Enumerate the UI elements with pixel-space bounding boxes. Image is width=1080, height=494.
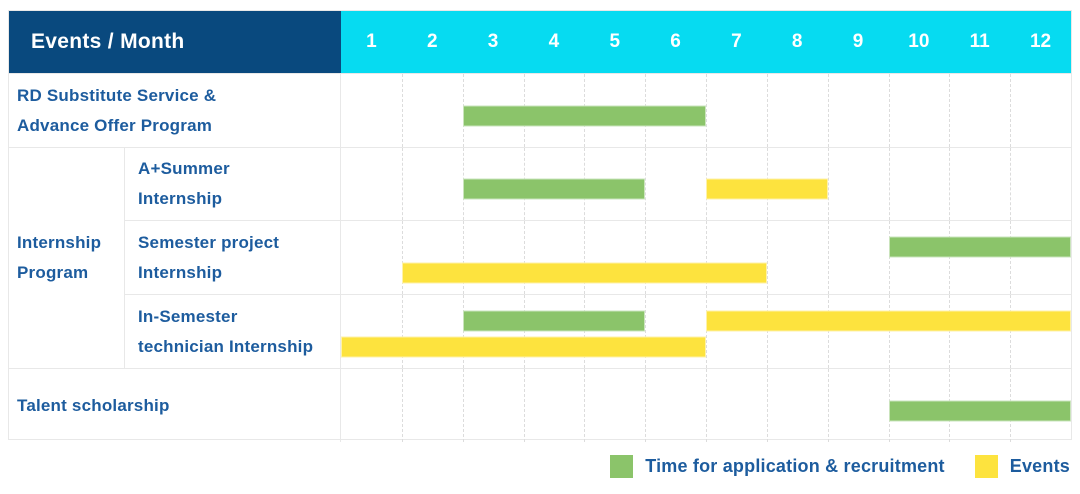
column-gridline xyxy=(949,295,951,368)
column-gridline xyxy=(706,74,707,147)
month-label: 3 xyxy=(487,31,499,52)
column-gridline xyxy=(827,148,829,220)
month-label: 10 xyxy=(908,31,930,52)
recruitment-bar xyxy=(462,178,646,200)
column-gridline xyxy=(401,295,403,368)
month-label: 12 xyxy=(1029,31,1052,52)
table-row-a-summer: A+Summer Internship xyxy=(125,148,1071,220)
column-gridline xyxy=(888,148,890,220)
internship-program-group: Internship Program A+Summer Internship S… xyxy=(9,147,1071,368)
table-row-rd-substitute: RD Substitute Service & Advance Offer Pr… xyxy=(9,73,1071,147)
month-label: 4 xyxy=(548,31,560,52)
event-bar xyxy=(706,310,1071,332)
gantt-lane-rd-substitute xyxy=(341,74,1071,147)
table-row-in-semester: In-Semester technician Internship xyxy=(125,294,1071,368)
table-row-semester-project: Semester project Internship xyxy=(125,220,1071,294)
month-label: 1 xyxy=(366,31,377,52)
gantt-lane-in-semester xyxy=(341,295,1071,368)
column-gridline xyxy=(645,369,647,442)
column-gridline xyxy=(888,221,890,294)
column-gridline xyxy=(462,295,464,368)
column-gridline xyxy=(949,148,951,220)
column-gridline xyxy=(949,74,951,147)
column-gridline xyxy=(706,295,707,368)
row-label-talent-scholarship: Talent scholarship xyxy=(9,369,341,442)
column-gridline xyxy=(1010,221,1012,294)
legend-label-recruitment: Time for application & recruitment xyxy=(645,456,945,476)
table-row-talent-scholarship: Talent scholarship xyxy=(9,368,1071,442)
event-bar xyxy=(341,336,706,358)
column-gridline xyxy=(766,369,768,442)
recruitment-bar xyxy=(888,236,1071,258)
month-label: 11 xyxy=(969,31,990,52)
column-gridline xyxy=(766,221,768,294)
event-bar xyxy=(706,178,828,200)
legend-item-recruitment: Time for application & recruitment xyxy=(610,455,945,478)
column-gridline xyxy=(401,221,403,294)
column-gridline xyxy=(827,74,829,147)
column-gridline xyxy=(645,221,647,294)
row-label-rd-substitute: RD Substitute Service & Advance Offer Pr… xyxy=(9,74,341,147)
column-gridline xyxy=(401,148,403,220)
month-label: 2 xyxy=(426,31,438,52)
recruitment-bar xyxy=(462,310,646,332)
column-gridline xyxy=(1010,295,1012,368)
column-gridline xyxy=(766,74,768,147)
column-gridline xyxy=(706,221,707,294)
page-title: Events / Month xyxy=(9,11,341,73)
row-label-in-semester: In-Semester technician Internship xyxy=(125,295,341,368)
column-gridline xyxy=(949,221,951,294)
legend-item-events: Events xyxy=(974,455,1070,478)
gantt-lane-semester-project xyxy=(341,221,1071,294)
month-header: 1 2 3 4 5 6 7 8 9 10 11 12 xyxy=(341,11,1071,73)
month-label: 7 xyxy=(731,31,742,52)
month-label: 8 xyxy=(791,31,803,52)
recruitment-bar xyxy=(462,105,706,127)
gantt-lane-talent-scholarship xyxy=(341,369,1071,442)
column-gridline xyxy=(523,221,525,294)
month-label: 9 xyxy=(852,31,864,52)
column-gridline xyxy=(888,74,890,147)
column-gridline xyxy=(1010,74,1012,147)
month-label: 5 xyxy=(609,31,621,52)
column-gridline xyxy=(584,221,586,294)
events-month-table: Events / Month 1 2 3 4 5 6 7 8 9 10 11 12 RD Substi… xyxy=(8,10,1072,442)
recruitment-bar xyxy=(888,400,1071,422)
column-gridline xyxy=(401,369,403,442)
column-gridline xyxy=(827,295,829,368)
event-bar xyxy=(401,262,767,284)
column-gridline xyxy=(401,74,403,147)
column-gridline xyxy=(645,148,647,220)
column-gridline xyxy=(1010,148,1012,220)
gantt-lane-a-summer xyxy=(341,148,1071,220)
column-gridline xyxy=(888,295,890,368)
table-header-row: Events / Month 1 2 3 4 5 6 7 8 9 10 11 12 xyxy=(9,11,1071,73)
month-label: 6 xyxy=(670,31,681,52)
column-gridline xyxy=(584,295,586,368)
column-gridline xyxy=(462,369,464,442)
column-gridline xyxy=(462,221,464,294)
column-gridline xyxy=(523,369,525,442)
group-label-internship-program: Internship Program xyxy=(9,148,125,368)
events-swatch-icon xyxy=(974,455,998,478)
recruitment-swatch-icon xyxy=(610,455,634,478)
column-gridline xyxy=(766,295,768,368)
column-gridline xyxy=(827,369,829,442)
row-label-a-summer: A+Summer Internship xyxy=(125,148,341,220)
column-gridline xyxy=(523,295,525,368)
column-gridline xyxy=(827,221,829,294)
row-label-semester-project: Semester project Internship xyxy=(125,221,341,294)
column-gridline xyxy=(706,369,707,442)
legend: Time for application & recruitment Event… xyxy=(610,455,1070,478)
column-gridline xyxy=(584,369,586,442)
column-gridline xyxy=(645,295,647,368)
legend-label-events: Events xyxy=(1009,456,1070,476)
